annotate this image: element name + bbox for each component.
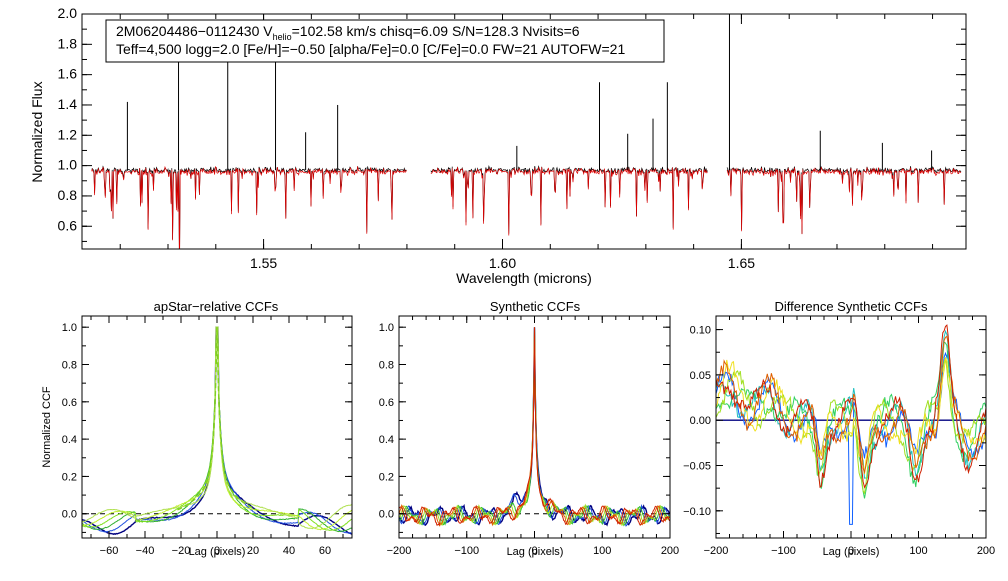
x-tick-label: 1.55: [250, 255, 277, 271]
ccf3-series-line: [716, 357, 986, 495]
y-tick-label: 1.6: [58, 66, 78, 82]
ccf1-y-axis-label: Normalized CCF: [41, 386, 53, 468]
ccf1-ticks: −60 −40 −20 0 20 40 60 0.0 0.2 0.4 0.6 0.8 1.0: [62, 316, 352, 557]
x-tick-label: −60: [100, 545, 119, 557]
y-tick-label: 0.2: [62, 471, 77, 483]
info-velocity-stats: =102.58 km/s chisq=6.09 S/N=128.3 Nvisit…: [292, 23, 580, 39]
spectrum-x-axis-label: Wavelength (microns): [456, 270, 592, 286]
x-tick-label: 0: [214, 545, 220, 557]
y-tick-label: 0.4: [379, 434, 394, 446]
ccf1-title: apStar−relative CCFs: [154, 299, 279, 314]
ccf3-x-axis-label: Lag (pixels): [823, 546, 880, 558]
y-tick-label: −0.05: [683, 461, 711, 473]
x-tick-label: −200: [387, 545, 412, 557]
info-line-1: 2M06204486−0112430 Vhelio=102.58 km/s ch…: [116, 23, 580, 42]
spectrum-y-axis-label: Normalized Flux: [29, 81, 45, 182]
ccf2-title: Synthetic CCFs: [490, 299, 581, 314]
x-tick-label: −40: [136, 545, 155, 557]
x-tick-label: 100: [909, 545, 927, 557]
spectrum-panel: 1.55 1.60 1.65 0.6 0.8 1.0 1.2 1.4 1.6 1.8 2.0 2M0…: [29, 5, 967, 286]
info-box: [105, 19, 665, 63]
y-tick-label: 0.6: [58, 217, 78, 233]
y-tick-label: 0.05: [690, 370, 711, 382]
x-tick-label: 200: [977, 545, 995, 557]
x-tick-label: 0: [531, 545, 537, 557]
y-tick-label: −0.10: [683, 506, 711, 518]
y-tick-label: 0.6: [379, 397, 394, 409]
ccf2-ticks: −200 −100 0 100 200 0.0 0.2 0.4 0.6 0.8 1.0: [379, 316, 679, 557]
x-tick-label: 40: [283, 545, 295, 557]
y-tick-label: 0.2: [379, 471, 394, 483]
x-tick-label: 20: [247, 545, 259, 557]
y-tick-label: 0.8: [58, 187, 78, 203]
x-tick-label: 60: [319, 545, 331, 557]
ccf2-x-axis-label: Lag (pixels): [507, 546, 564, 558]
ccf2-series-line: [399, 327, 670, 526]
ccf3-plot-area: [716, 324, 986, 525]
ccf3-series-line: [716, 335, 986, 475]
y-tick-label: 1.4: [58, 96, 78, 112]
spectrum-plot-area: [91, 14, 962, 249]
info-line-2: Teff=4,500 logg=2.0 [Fe/H]=−0.50 [alpha/…: [116, 41, 625, 57]
x-tick-label: −100: [454, 545, 479, 557]
y-tick-label: 0.0: [379, 509, 394, 521]
ccf1-x-axis-label: Lag (pixels): [189, 546, 246, 558]
y-tick-label: 0.6: [62, 397, 77, 409]
ccf3-series-line: [716, 350, 986, 525]
x-tick-label: 200: [661, 545, 679, 557]
spectrum-ticks: 1.55 1.60 1.65 0.6 0.8 1.0 1.2 1.4 1.6 1.8 2.0: [58, 5, 966, 271]
x-tick-label: 1.60: [489, 255, 516, 271]
ccf2-plot-area: [399, 327, 670, 527]
x-tick-label: −20: [172, 545, 191, 557]
spectrum-observed-line: [726, 165, 962, 234]
x-tick-label: 1.65: [728, 255, 755, 271]
y-tick-label: 1.8: [58, 35, 78, 51]
ccf3-ticks: −200 −100 0 100 200 −0.10 −0.05 0.00 0.05 0.10: [683, 316, 995, 557]
y-tick-label: 0.10: [690, 325, 711, 337]
y-tick-label: 0.4: [62, 434, 77, 446]
spectrum-model-line: [91, 165, 407, 249]
ccf1-plot-area: [82, 326, 352, 536]
y-tick-label: 0.8: [379, 360, 394, 372]
ccf-panel-difference: Difference Synthetic CCFs −200 −100 0 100 20…: [683, 299, 995, 558]
info-star-velocity-label: 2M06204486−0112430 V: [116, 23, 273, 39]
spectrum-model-line: [430, 166, 708, 236]
spectrum-axes-frame: [81, 13, 967, 250]
info-helio-subscript: helio: [273, 32, 292, 42]
x-tick-label: −100: [771, 545, 796, 557]
y-tick-label: 2.0: [58, 5, 78, 21]
y-tick-label: 1.2: [58, 126, 78, 142]
y-tick-label: 1.0: [62, 322, 77, 334]
y-tick-label: 0.00: [690, 415, 711, 427]
ccf3-title: Difference Synthetic CCFs: [775, 299, 928, 314]
y-tick-label: 1.0: [58, 157, 78, 173]
y-tick-label: 1.0: [379, 322, 394, 334]
x-tick-label: −200: [704, 545, 729, 557]
ccf-panel-synthetic: Synthetic CCFs −200 −100 0 100 200 0.0 0.2 0.4 0…: [379, 299, 679, 558]
spectrum-model-line: [726, 166, 962, 235]
x-tick-label: 100: [593, 545, 611, 557]
x-tick-label: 0: [848, 545, 854, 557]
y-tick-label: 0.8: [62, 360, 77, 372]
ccf-panel-apstar: apStar−relative CCFs −60 −40 −20 0 20 40 60 0.0…: [41, 299, 353, 558]
ccf3-series-line: [716, 357, 986, 475]
ccf1-template-line: [177, 327, 257, 511]
y-tick-label: 0.0: [62, 509, 77, 521]
ccf3-series-line: [716, 324, 986, 489]
